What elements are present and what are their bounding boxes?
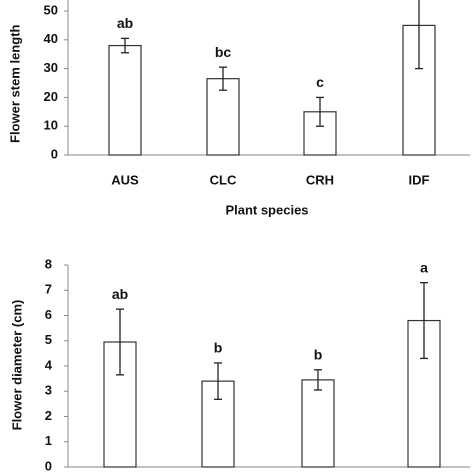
y-tick-label: 1 [45, 433, 52, 448]
bar [301, 379, 335, 468]
y-tick-label: 10 [44, 118, 58, 133]
error-bar [420, 282, 428, 360]
y-tick-label: 8 [45, 256, 52, 271]
error-bar [316, 96, 324, 127]
y-tick-label: 0 [45, 458, 52, 473]
significance-letter: ab [112, 286, 128, 302]
y-axis-label: Flower diameter (cm) [9, 300, 24, 431]
error-bar [116, 308, 124, 376]
x-tick-label: IDF [409, 172, 430, 187]
y-axis-label: Flower stem length [7, 24, 22, 143]
y-tick-label: 20 [44, 89, 58, 104]
y-tick-label: 40 [44, 31, 58, 46]
y-tick-label: 5 [45, 332, 52, 347]
error-bar [415, 0, 423, 70]
error-bar [214, 362, 222, 400]
significance-letter: c [316, 74, 324, 90]
y-tick-label: 4 [45, 357, 53, 372]
significance-letter: ab [117, 15, 133, 31]
y-tick-label: 2 [45, 408, 52, 423]
error-bar [219, 66, 227, 91]
x-tick-label: AUS [111, 172, 139, 187]
bar [206, 78, 240, 156]
significance-letter: b [314, 346, 323, 362]
y-tick-label: 30 [44, 60, 58, 75]
y-tick-label: 3 [45, 383, 52, 398]
bar [108, 44, 142, 156]
y-tick-label: 7 [45, 282, 52, 297]
significance-letter: a [420, 259, 428, 275]
error-bar [121, 37, 129, 54]
error-bar [314, 369, 322, 391]
y-tick-label: 0 [51, 146, 58, 161]
y-tick-label: 50 [44, 2, 58, 17]
y-tick-label: 6 [45, 307, 52, 322]
x-tick-label: CLC [210, 172, 237, 187]
significance-letter: b [214, 340, 223, 356]
x-tick-label: CRH [306, 172, 334, 187]
x-axis-label: Plant species [225, 202, 308, 217]
significance-letter: bc [215, 44, 232, 60]
